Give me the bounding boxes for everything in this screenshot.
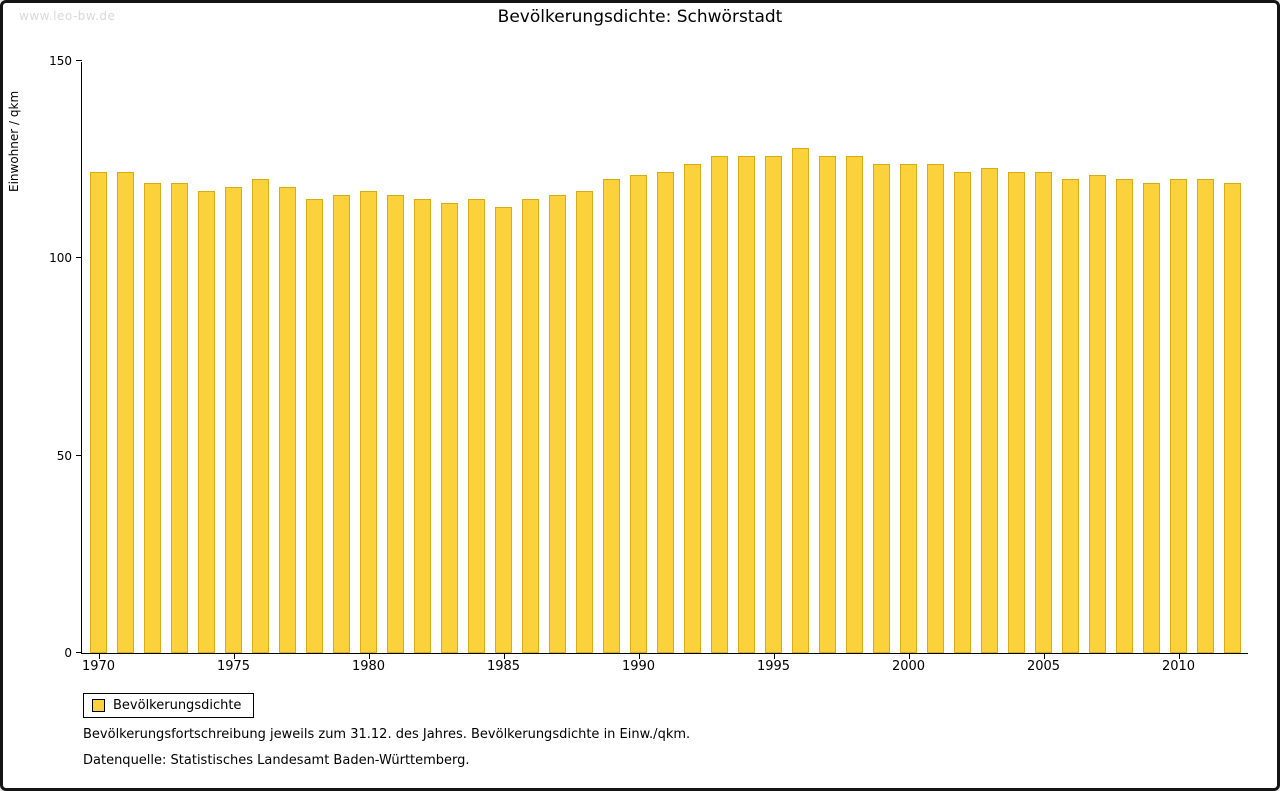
y-tick-label: 150 [49,54,72,68]
bar-1980 [360,191,377,653]
bar-2009 [1143,183,1160,653]
bar-2011 [1197,179,1214,653]
footnote-source-method: Bevölkerungsfortschreibung jeweils zum 3… [83,727,691,742]
x-tick-mark [98,653,100,659]
legend: Bevölkerungsdichte [83,693,255,718]
bar-1982 [414,199,431,653]
x-tick-label: 1970 [81,659,116,674]
bar-1992 [684,163,701,653]
bar-1999 [873,163,890,653]
bar-1976 [252,179,269,653]
bar-1994 [738,155,755,653]
bar-1983 [441,203,458,653]
x-tick-label: 1990 [621,659,656,674]
y-tick-mark [76,454,82,456]
bar-1991 [657,171,674,653]
bar-1978 [306,199,323,653]
bar-1979 [333,195,350,653]
x-tick-mark [368,653,370,659]
bar-2003 [981,167,998,653]
bar-1975 [225,187,242,653]
y-tick-label: 50 [56,448,72,463]
bar-1988 [576,191,593,653]
bar-2007 [1089,175,1106,653]
bar-1989 [603,179,620,653]
x-tick-label: 2000 [891,659,926,674]
legend-swatch [92,699,105,712]
x-tick-label: 1995 [756,659,791,674]
y-tick-mark [76,257,82,259]
bar-1990 [630,175,647,653]
watermark: www.leo-bw.de [19,9,116,23]
bar-2001 [927,163,944,653]
x-tick-mark [638,653,640,659]
x-tick-mark [1043,653,1045,659]
x-tick-mark [1178,653,1180,659]
bar-1993 [711,155,728,653]
x-tick-label: 2005 [1026,659,1061,674]
bar-2002 [954,171,971,653]
bar-1984 [468,199,485,653]
y-axis-label: Einwohner / qkm [7,90,21,192]
y-tick-label: 100 [49,251,72,266]
chart-title: Bevölkerungsdichte: Schwörstadt [497,7,783,27]
bar-1974 [198,191,215,653]
bar-1998 [846,155,863,653]
bar-1997 [819,155,836,653]
x-tick-label: 1985 [486,659,521,674]
bar-1977 [279,187,296,653]
bar-2000 [900,163,917,653]
y-tick-mark [76,60,82,61]
plot-area: 0 50 100 150 1970 1975 1980 1985 1990 1995 2000 200… [49,54,1248,674]
bar-1985 [495,207,512,653]
legend-label: Bevölkerungsdichte [113,698,242,713]
bar-1972 [144,183,161,653]
bar-2004 [1008,171,1025,653]
bar-1986 [522,199,539,653]
bar-1995 [765,155,782,653]
bar-2005 [1035,171,1052,653]
bar-1973 [171,183,188,653]
y-tick-mark [76,652,82,653]
bar-1981 [387,195,404,653]
bar-1996 [792,147,809,653]
bar-2006 [1062,179,1079,653]
footnote-data-source: Datenquelle: Statistisches Landesamt Bad… [83,753,470,768]
x-tick-label: 2010 [1161,659,1196,674]
bar-1987 [549,195,566,653]
x-tick-mark [503,653,505,659]
bar-2012 [1224,183,1241,653]
x-tick-label: 1975 [216,659,251,674]
y-tick-label: 0 [64,646,72,660]
x-tick-mark [908,653,910,659]
x-tick-mark [773,653,775,659]
bar-2008 [1116,179,1133,653]
x-tick-label: 1980 [351,659,386,674]
bar-2010 [1170,179,1187,653]
bar-1971 [117,171,134,653]
x-tick-mark [233,653,235,659]
bar-1970 [90,171,107,653]
